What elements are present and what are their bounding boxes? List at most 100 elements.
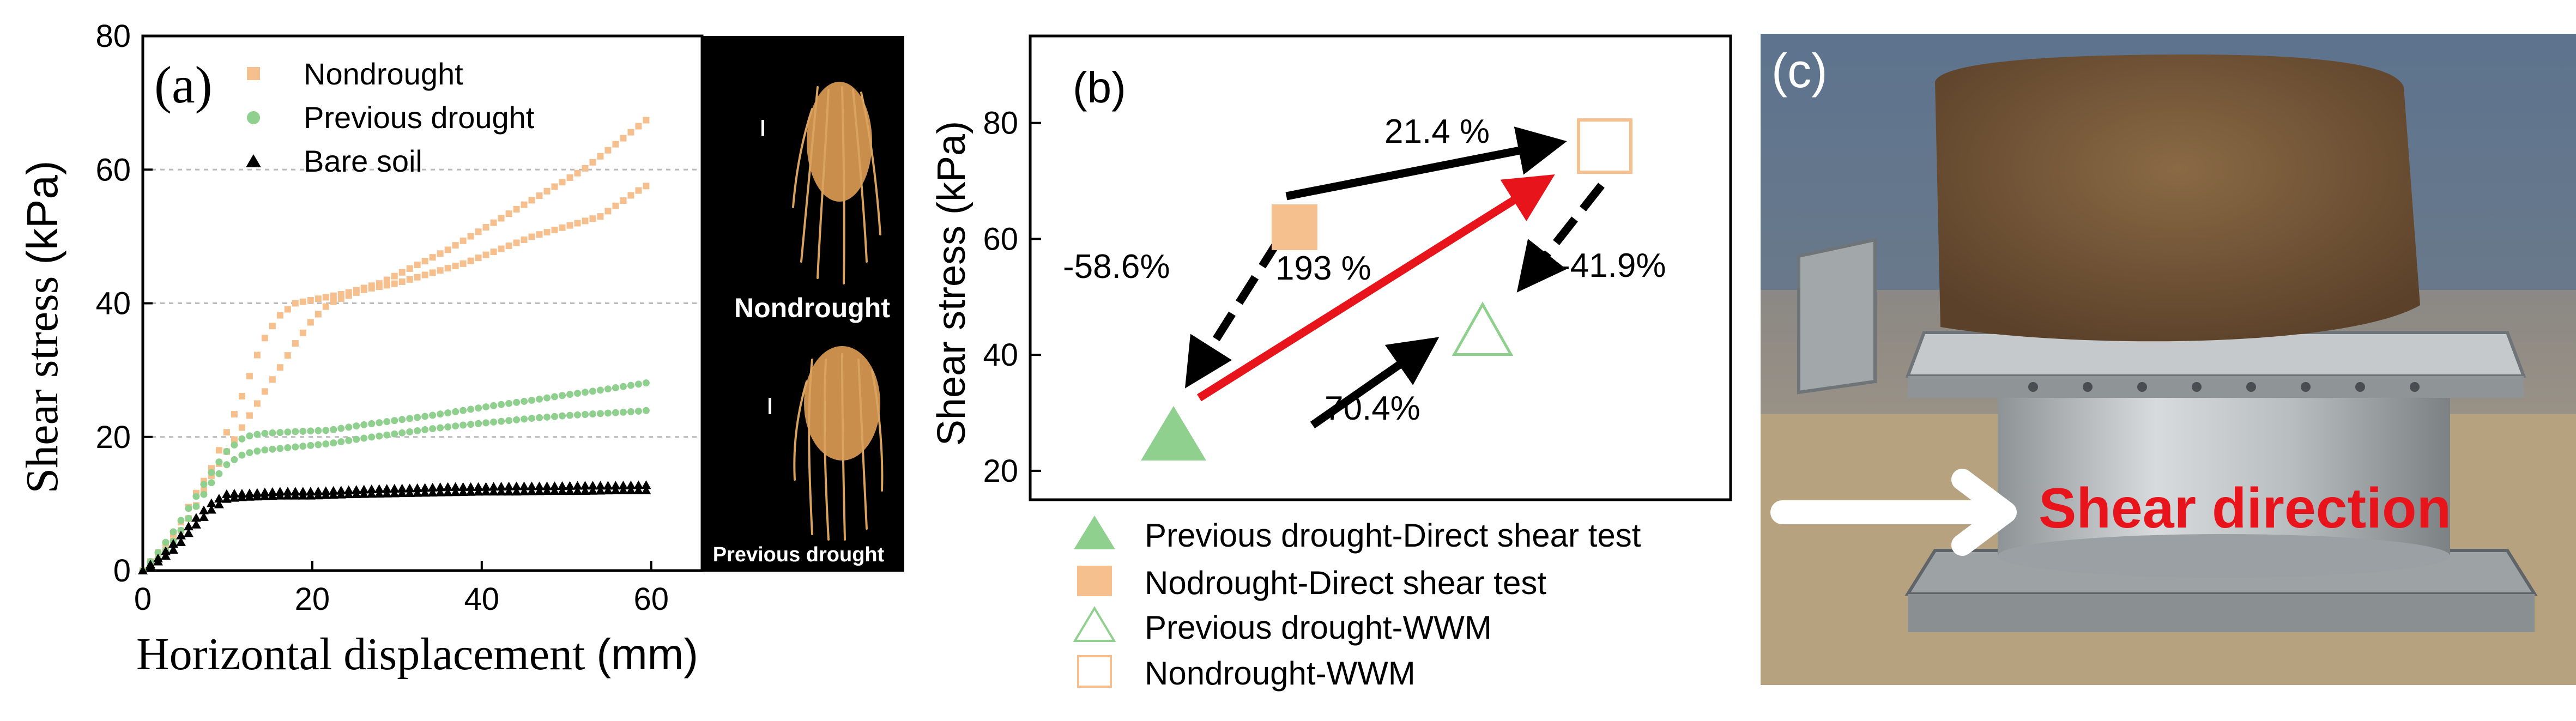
nondrought-point	[391, 280, 398, 287]
previous-drought-point	[261, 429, 269, 437]
panel-b-legend: Previous drought-Direct shear test Nodro…	[1073, 516, 1641, 692]
nondrought-point	[604, 147, 612, 154]
legend-b-nodrought-direct-label: Nodrought-Direct shear test	[1145, 565, 1546, 601]
previous-drought-point	[551, 413, 559, 420]
bare-soil-point	[595, 481, 606, 490]
panel-a-legend: Nondrought Previous drought Bare soil	[246, 57, 535, 178]
bare-soil-point	[435, 482, 445, 492]
previous-drought-point	[322, 440, 330, 448]
previous-drought-point	[414, 427, 421, 434]
bare-soil-point	[588, 486, 598, 495]
bare-soil-point	[458, 487, 468, 496]
previous-drought-point	[528, 397, 536, 404]
bare-soil-point	[641, 485, 651, 494]
previous-drought-point	[360, 434, 368, 442]
legend-bare-soil-marker	[246, 154, 261, 167]
panel-a-ticks: 0 20 40 60 0 20 40 60 80	[95, 19, 669, 617]
x-tick-label: 20	[295, 581, 330, 617]
bare-soil-point	[633, 480, 644, 489]
panel-c-photo: Shear direction (c)	[1761, 34, 2576, 685]
bare-soil-point	[382, 484, 392, 493]
nondrought-point	[559, 224, 566, 231]
nondrought-point	[444, 246, 451, 253]
previous-drought-point	[543, 394, 551, 402]
previous-drought-point	[330, 439, 337, 447]
nondrought-point	[391, 272, 398, 280]
nondrought-point	[551, 226, 558, 233]
previous-drought-point	[642, 379, 650, 387]
previous-drought-point	[444, 409, 452, 417]
bare-soil-point	[610, 481, 621, 490]
panel-a-gridlines	[143, 35, 702, 438]
bare-soil-point	[282, 490, 293, 500]
photo-white-arrow-head	[1951, 469, 2017, 556]
previous-drought-point	[521, 415, 528, 423]
previous-drought-point	[619, 383, 627, 390]
bare-soil-point	[527, 481, 537, 490]
previous-drought-point	[162, 538, 170, 546]
previous-drought-point	[536, 395, 543, 403]
bare-soil-point	[580, 481, 590, 490]
y-tick-label: 0	[113, 553, 131, 589]
bare-soil-point	[481, 482, 491, 491]
previous-drought-point	[612, 384, 619, 391]
nondrought-point	[574, 169, 581, 177]
previous-drought-point	[261, 446, 269, 454]
bare-soil-point	[389, 483, 400, 493]
previous-drought-point	[238, 435, 246, 443]
bare-soil-point	[488, 482, 499, 491]
bare-soil-point	[237, 492, 247, 501]
bare-soil-point	[473, 482, 483, 491]
nondrought-point	[589, 215, 596, 222]
previous-drought-point	[299, 443, 307, 450]
previous-drought-point	[543, 413, 551, 421]
nondrought-point	[246, 412, 253, 419]
nondrought-point	[536, 192, 543, 199]
previous-drought-point	[353, 435, 360, 443]
panel-b-arrows	[1184, 126, 1605, 429]
bare-soil-point	[504, 487, 514, 496]
previous-drought-point	[596, 386, 604, 394]
nondrought-point	[292, 340, 299, 347]
y-tick-label: 20	[983, 453, 1018, 489]
bare-soil-point	[488, 487, 499, 496]
nondrought-point	[582, 165, 589, 172]
nondrought-point	[345, 292, 352, 299]
bare-soil-point	[519, 486, 529, 495]
bare-soil-point	[534, 486, 545, 495]
photo-bolt-holes	[2028, 382, 2420, 392]
previous-drought-point	[429, 411, 437, 419]
nondrought-point	[292, 300, 299, 307]
bare-soil-point	[427, 482, 438, 492]
previous-drought-point	[337, 438, 345, 446]
previous-drought-point	[376, 419, 383, 427]
nondrought-point	[215, 447, 222, 454]
nondrought-point	[543, 187, 551, 195]
panel-a: 0 20 40 60 0 20 40 60 80 (a) Nondrought Previous…	[17, 19, 904, 680]
previous-drought-point	[581, 389, 589, 396]
previous-drought-point	[307, 427, 315, 435]
previous-drought-point	[231, 456, 238, 463]
nondrought-point	[467, 257, 474, 264]
bare-soil-point	[160, 551, 171, 560]
photo-soil-sample	[1935, 54, 2420, 342]
bare-soil-point	[534, 481, 545, 490]
previous-drought-point	[559, 412, 566, 420]
legend-previous-drought-marker	[247, 111, 260, 124]
legend-bare-soil-label: Bare soil	[304, 144, 422, 178]
bare-soil-point	[610, 485, 621, 494]
previous-drought-point	[634, 380, 642, 388]
previous-drought-point	[185, 505, 192, 512]
previous-drought-point	[589, 387, 596, 395]
previous-drought-point	[444, 423, 452, 431]
previous-drought-point	[269, 445, 276, 453]
bare-soil-point	[404, 483, 415, 493]
previous-drought-point	[521, 397, 528, 405]
nondrought-point	[223, 429, 230, 436]
nondrought-point	[490, 249, 497, 256]
nondrought-root-image	[761, 82, 881, 284]
panel-a-y-axis-title: Shear stress (kPa)	[17, 160, 68, 493]
previous-drought-point	[414, 414, 421, 421]
arrow-previous-drought-to-wwm	[1310, 337, 1440, 429]
bare-soil-point	[214, 494, 224, 503]
